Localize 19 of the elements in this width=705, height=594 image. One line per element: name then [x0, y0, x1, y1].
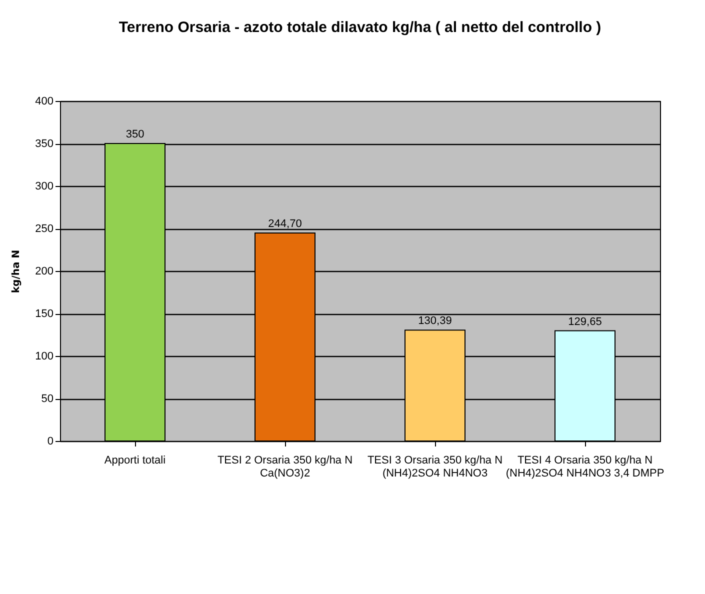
y-tick-label: 200	[35, 266, 54, 278]
x-tick-label: TESI 4 Orsaria 350 kg/ha N (NH4)2SO4 NH4NO3 3,4 DMPP	[506, 454, 664, 480]
chart-title: Terreno Orsaria - azoto totale dilavato kg/ha ( al netto del controllo )	[118, 19, 602, 36]
x-tick-label: TESI 3 Orsaria 350 kg/ha N (NH4)2SO4 NH4NO3	[367, 454, 503, 480]
x-tick-label: Apporti totali	[104, 454, 166, 466]
y-tick-label: 300	[35, 180, 54, 192]
y-tick-label: 50	[41, 393, 54, 405]
data-label: 350	[126, 128, 144, 140]
y-axis-title: kg/ha N	[11, 250, 22, 294]
y-tick-label: 350	[35, 138, 54, 150]
data-label: 129,65	[568, 316, 602, 328]
data-label: 130,39	[418, 315, 452, 328]
y-tick-label: 400	[35, 96, 54, 108]
y-tick-label: 250	[35, 223, 54, 235]
data-label: 244,70	[268, 218, 302, 230]
y-tick-label: 100	[35, 350, 54, 362]
y-tick-label: 150	[35, 308, 54, 320]
x-tick-label: TESI 2 Orsaria 350 kg/ha N Ca(NO3)2	[217, 454, 353, 480]
y-tick-label: 0	[47, 436, 54, 448]
